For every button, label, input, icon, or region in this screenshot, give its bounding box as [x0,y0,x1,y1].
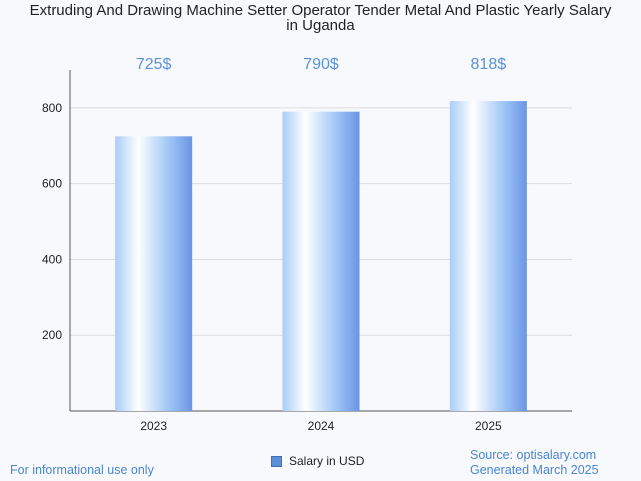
y-tick-label-200: 200 [42,328,62,342]
data-label-2024: 790$ [303,56,339,73]
bar-2025 [449,101,527,412]
bar-2024 [282,111,360,411]
y-tick-label-800: 800 [42,101,62,115]
y-tick-label-400: 400 [42,252,62,266]
chart-title-line-1: Extruding And Drawing Machine Setter Ope… [29,2,612,19]
legend-label: Salary in USD [289,454,365,468]
source-block: Source: optisalary.com Generated March 2… [470,448,599,478]
data-label-2025: 818$ [471,56,507,73]
x-tick-label-2024: 2024 [308,419,335,433]
x-tick-label-2025: 2025 [475,419,502,433]
x-tick-label-2023: 2023 [140,419,167,433]
data-label-2023: 725$ [136,56,172,73]
disclaimer-note: For informational use only [10,463,154,477]
chart-title-line-2: in Uganda [286,17,355,34]
source-link[interactable]: Source: optisalary.com [470,448,597,462]
chart-title: Extruding And Drawing Machine Setter Ope… [0,3,641,33]
legend: Salary in USD [271,454,364,468]
y-tick-label-600: 600 [42,177,62,191]
bar-2023 [115,136,193,412]
generated-date: Generated March 2025 [470,463,599,477]
legend-swatch [271,455,282,467]
